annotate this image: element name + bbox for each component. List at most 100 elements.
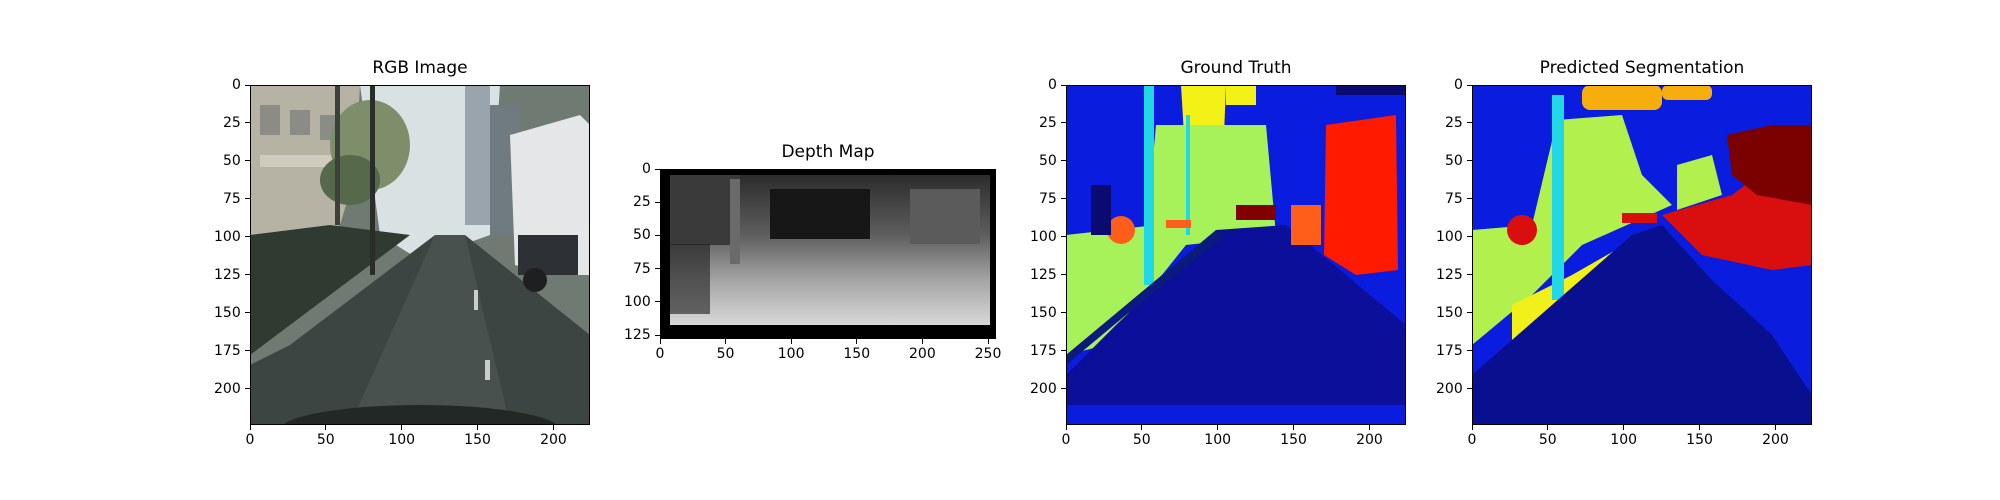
- x-tick-label: 0: [1467, 432, 1477, 448]
- y-tick-label: 200: [1030, 380, 1057, 397]
- x-tick-label: 150: [843, 346, 871, 362]
- x-tick-mark: [790, 339, 792, 344]
- rgb-image-panel: RGB Image: [214, 58, 590, 447]
- x-tick-mark: [249, 425, 251, 430]
- panel-title: RGB Image: [372, 58, 468, 78]
- y-tick-label: 125: [214, 266, 241, 283]
- y-tick-label: 200: [1436, 380, 1463, 397]
- y-tick-mark: [1467, 312, 1472, 314]
- y-tick-label: 175: [214, 342, 241, 359]
- y-tick-mark: [1061, 274, 1066, 276]
- x-tick-label: 100: [388, 432, 416, 448]
- y-tick-label: 175: [1030, 342, 1057, 359]
- y-tick-mark: [655, 301, 660, 303]
- y-tick-mark: [1061, 198, 1066, 200]
- x-tick-label: 200: [1762, 432, 1789, 448]
- y-tick-label: 50: [1039, 152, 1057, 169]
- y-tick-mark: [1467, 122, 1472, 124]
- y-tick-mark: [1061, 84, 1066, 86]
- x-tick-label: 50: [1132, 432, 1151, 448]
- y-tick-label: 50: [223, 152, 241, 169]
- x-tick-mark: [1699, 425, 1701, 430]
- x-tick-label: 0: [245, 432, 255, 448]
- y-tick-mark: [655, 268, 660, 270]
- x-tick-label: 0: [1061, 432, 1071, 448]
- x-tick-label: 100: [1204, 432, 1232, 448]
- y-tick-mark: [1467, 160, 1472, 162]
- y-tick-label: 75: [1445, 190, 1463, 207]
- x-tick-label: 200: [909, 346, 936, 362]
- y-tick-label: 125: [1436, 266, 1463, 283]
- y-tick-label: 0: [642, 161, 651, 177]
- y-tick-mark: [245, 350, 250, 352]
- y-tick-mark: [1467, 350, 1472, 352]
- y-tick-label: 100: [1030, 228, 1057, 245]
- x-tick-mark: [553, 425, 555, 430]
- y-tick-mark: [1061, 160, 1066, 162]
- x-tick-label: 50: [1538, 432, 1557, 448]
- x-tick-mark: [1623, 425, 1625, 430]
- y-tick-mark: [1467, 84, 1472, 86]
- ground-truth-image: [1066, 85, 1406, 425]
- x-tick-mark: [401, 425, 403, 430]
- y-tick-label: 25: [1039, 114, 1057, 131]
- y-tick-label: 100: [624, 293, 651, 310]
- y-tick-mark: [1467, 388, 1472, 390]
- depth-map-image: [660, 169, 996, 339]
- x-tick-mark: [922, 339, 923, 344]
- x-tick-mark: [725, 339, 727, 344]
- y-tick-mark: [1061, 122, 1066, 124]
- y-tick-label: 25: [633, 194, 651, 211]
- rgb-image: [250, 85, 590, 425]
- y-tick-label: 125: [1030, 266, 1057, 283]
- y-tick-mark: [655, 201, 660, 203]
- panel-title: Depth Map: [781, 142, 875, 162]
- y-tick-mark: [245, 84, 250, 86]
- y-tick-label: 150: [1030, 304, 1057, 321]
- y-tick-mark: [245, 122, 250, 124]
- x-tick-label: 200: [540, 432, 567, 448]
- y-tick-label: 150: [214, 304, 241, 321]
- y-tick-mark: [1061, 388, 1066, 390]
- x-tick-label: 100: [1610, 432, 1638, 448]
- y-tick-mark: [1061, 312, 1066, 314]
- x-tick-mark: [1065, 425, 1067, 430]
- y-tick-label: 75: [1039, 190, 1057, 207]
- y-tick-label: 75: [633, 260, 651, 277]
- y-tick-mark: [1467, 198, 1472, 200]
- x-tick-label: 50: [316, 432, 335, 448]
- x-tick-label: 150: [464, 432, 491, 448]
- x-tick-label: 50: [716, 346, 735, 362]
- x-tick-mark: [659, 339, 661, 344]
- y-tick-mark: [245, 274, 250, 276]
- x-tick-label: 200: [1356, 432, 1383, 448]
- y-tick-label: 200: [214, 380, 241, 397]
- y-tick-mark: [655, 234, 660, 236]
- x-tick-mark: [856, 339, 858, 344]
- depth-map-panel: Depth Map 0 50 100 150 200 250 0 25 50 75 100 125: [624, 142, 1001, 361]
- y-tick-mark: [245, 312, 250, 314]
- y-tick-label: 25: [1445, 114, 1463, 131]
- y-tick-mark: [245, 198, 250, 200]
- y-tick-label: 50: [633, 227, 651, 244]
- x-tick-mark: [987, 339, 989, 344]
- y-tick-mark: [245, 160, 250, 162]
- predicted-segmentation-image: [1472, 85, 1812, 425]
- y-tick-mark: [1061, 236, 1066, 238]
- x-tick-label: 250: [974, 346, 1002, 362]
- x-tick-mark: [1547, 425, 1549, 430]
- ground-truth-panel: Ground Truth: [1030, 58, 1406, 447]
- x-tick-label: 150: [1280, 432, 1307, 448]
- x-tick-label: 150: [1686, 432, 1713, 448]
- y-tick-mark: [1467, 236, 1472, 238]
- y-tick-label: 150: [1436, 304, 1463, 321]
- y-tick-mark: [655, 168, 660, 170]
- x-tick-mark: [1369, 425, 1371, 430]
- x-tick-mark: [1775, 425, 1777, 430]
- y-tick-label: 100: [214, 228, 241, 245]
- y-tick-mark: [245, 236, 250, 238]
- y-tick-mark: [1061, 350, 1066, 352]
- y-tick-label: 75: [223, 190, 241, 207]
- x-tick-mark: [1471, 425, 1473, 430]
- x-tick-label: 0: [655, 346, 665, 362]
